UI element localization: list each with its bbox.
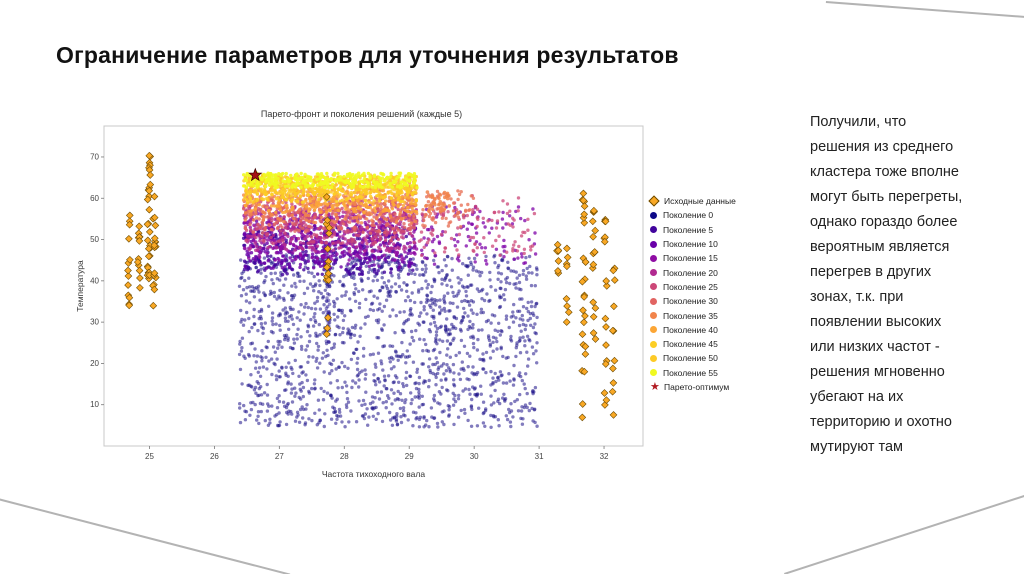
legend-marker-circle xyxy=(650,354,657,362)
legend-label: Поколение 20 xyxy=(663,267,718,278)
y-tick-label: 10 xyxy=(90,400,99,409)
legend-marker-circle xyxy=(650,254,657,262)
page-edge-line-bottom-right xyxy=(784,492,1024,574)
chart-title: Парето-фронт и поколения решений (каждые… xyxy=(260,109,463,119)
generation-0-cloud xyxy=(237,253,539,429)
legend-item: Поколение 45 xyxy=(650,337,736,351)
source-col-3 xyxy=(143,151,155,283)
legend-marker-circle xyxy=(650,240,657,248)
source-col-5 xyxy=(553,240,563,277)
generation-55-band xyxy=(241,171,419,190)
legend-item: Поколение 0 xyxy=(650,208,736,222)
right-cloud-purple xyxy=(420,204,538,266)
pareto-chart: Парето-фронт и поколения решений (каждые… xyxy=(58,104,788,504)
legend-item: ★ Парето-оптимум xyxy=(650,380,736,394)
source-col-2 xyxy=(133,222,144,292)
legend-label: Поколение 40 xyxy=(663,324,718,335)
legend-item: Поколение 25 xyxy=(650,280,736,294)
scatter-plot: 25 26 27 28 29 30 31 32 10 20 30 40 50 60 70 Частота ти… xyxy=(75,125,644,479)
legend-label: Поколение 10 xyxy=(663,239,718,250)
legend-item: Поколение 30 xyxy=(650,294,736,308)
analysis-note: Получили, что решения из среднего класте… xyxy=(810,114,963,455)
legend-label: Поколение 35 xyxy=(663,310,718,321)
legend-item: Поколение 10 xyxy=(650,237,736,251)
y-tick-label: 50 xyxy=(90,235,99,244)
page-edge-line-bottom-left xyxy=(0,497,291,574)
legend-marker-circle xyxy=(650,211,657,219)
chart-legend: Исходные данные Поколение 0 Поколение 5 Пок… xyxy=(648,194,736,394)
legend-item: Поколение 50 xyxy=(650,351,736,365)
source-col-mid-low xyxy=(322,313,332,339)
legend-marker-circle xyxy=(650,340,657,348)
legend-item: Поколение 55 xyxy=(650,366,736,380)
legend-label: Поколение 5 xyxy=(663,224,714,235)
legend-item: Исходные данные xyxy=(648,194,736,208)
x-tick-label: 32 xyxy=(600,452,609,461)
x-tick-label: 28 xyxy=(340,452,349,461)
legend-label: Поколение 25 xyxy=(663,281,718,292)
source-col-10 xyxy=(608,264,619,419)
legend-marker-circle xyxy=(650,326,657,334)
page-edge-line-top-right xyxy=(825,1,1024,19)
legend-item: Поколение 5 xyxy=(650,223,736,237)
legend-marker-diamond xyxy=(648,195,660,207)
right-clump-salmon xyxy=(424,190,452,214)
legend-label: Поколение 45 xyxy=(663,339,718,350)
source-col-9 xyxy=(600,215,611,409)
x-tick-label: 27 xyxy=(275,452,284,461)
legend-label: Поколение 55 xyxy=(663,367,718,378)
legend-item: Поколение 35 xyxy=(650,308,736,322)
legend-label: Поколение 50 xyxy=(663,353,718,364)
legend-label: Поколение 15 xyxy=(663,253,718,264)
x-tick-label: 26 xyxy=(210,452,219,461)
pareto-optimum-star xyxy=(248,167,263,182)
legend-marker-circle xyxy=(650,369,657,377)
legend-item: Поколение 15 xyxy=(650,251,736,265)
legend-label: Парето-оптимум xyxy=(664,382,730,392)
x-tick-label: 25 xyxy=(145,452,154,461)
y-tick-label: 60 xyxy=(90,194,99,203)
legend-marker-star: ★ xyxy=(650,381,660,393)
x-tick-label: 29 xyxy=(405,452,414,461)
x-axis-label: Частота тихоходного вала xyxy=(322,469,425,479)
right-cloud-magenta xyxy=(417,194,537,258)
legend-label: Поколение 0 xyxy=(663,210,714,221)
legend-marker-circle xyxy=(650,297,657,305)
y-tick-label: 70 xyxy=(90,152,99,161)
x-tick-label: 30 xyxy=(470,452,479,461)
legend-item: Поколение 20 xyxy=(650,265,736,279)
legend-marker-circle xyxy=(650,283,657,291)
source-col-4 xyxy=(149,192,160,310)
slide-title: Ограничение параметров для уточнения рез… xyxy=(56,42,679,68)
source-col-mid xyxy=(322,193,334,285)
source-col-8 xyxy=(588,206,600,343)
source-col-1 xyxy=(124,211,134,310)
legend-marker-circle xyxy=(650,226,657,234)
source-col-7 xyxy=(578,189,590,422)
legend-marker-circle xyxy=(650,269,657,277)
source-col-6 xyxy=(562,244,573,326)
y-tick-label: 20 xyxy=(90,359,99,368)
legend-label: Исходные данные xyxy=(664,196,736,207)
x-tick-label: 31 xyxy=(535,452,544,461)
y-axis-label: Температура xyxy=(75,260,85,312)
y-tick-label: 40 xyxy=(90,276,99,285)
legend-item: Поколение 40 xyxy=(650,323,736,337)
y-tick-label: 30 xyxy=(90,318,99,327)
legend-label: Поколение 30 xyxy=(663,296,718,307)
legend-marker-circle xyxy=(650,312,657,320)
